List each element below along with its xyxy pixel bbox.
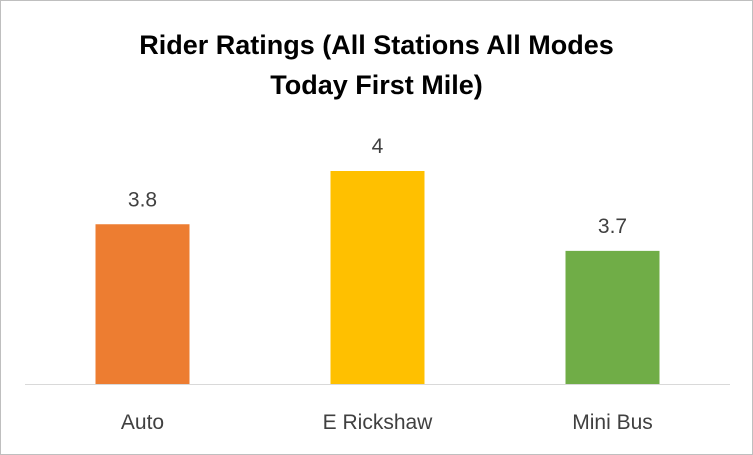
data-label: 3.8: [128, 188, 157, 211]
bar-mini-bus: [565, 250, 660, 384]
bar-auto: [95, 224, 190, 384]
chart-title: Rider Ratings (All Stations All Modes To…: [139, 30, 614, 100]
bar-e-rickshaw: [330, 171, 425, 384]
data-label: 4: [372, 135, 384, 158]
x-tick-label: Auto: [121, 411, 164, 434]
data-label: 3.7: [598, 215, 627, 238]
x-tick-label: Mini Bus: [572, 411, 653, 434]
x-tick-label: E Rickshaw: [323, 411, 434, 434]
